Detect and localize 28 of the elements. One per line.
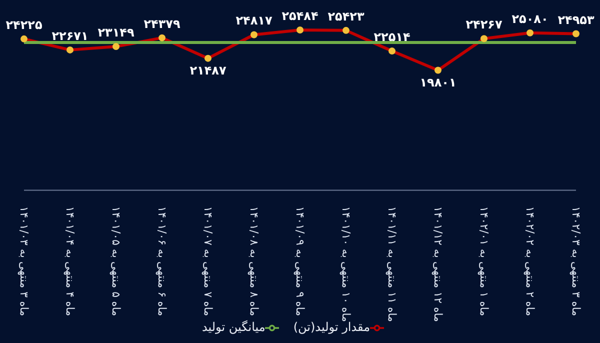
data-label: ۲۴۹۵۳: [558, 12, 595, 27]
x-tick-label: ماه ۵ منتهی به ۱۴۰۱/۰۵: [110, 206, 122, 316]
x-tick-label: ماه ۱۲ منتهی به ۱۴۰۱/۱۲: [432, 206, 444, 322]
data-label: ۲۴۳۷۹: [144, 16, 181, 31]
data-label: ۲۳۱۴۹: [98, 26, 135, 40]
data-label: ۲۲۶۷۱: [52, 28, 88, 43]
data-label: ۱۹۸۰۱: [420, 75, 456, 90]
data-label: ۲۵۰۸۰: [512, 12, 548, 26]
x-tick-label: ماه ۴ منتهی به ۱۴۰۱/۰۴: [64, 206, 76, 316]
legend-label: میانگین تولید: [202, 320, 266, 334]
x-tick-label: ماه ۱۰ منتهی به ۱۴۰۱/۱۰: [340, 206, 352, 322]
x-tick-label: ماه ۳ منتهی به ۱۴۰۱/۰۳: [18, 206, 30, 316]
x-tick-label: ماه ۱ منتهی به ۱۴۰۲/۰۱: [478, 206, 490, 316]
data-label: ۲۴۲۲۵: [6, 18, 42, 32]
data-label: ۲۵۴۸۴: [282, 9, 318, 23]
x-tick-label: ماه ۹ منتهی به ۱۴۰۱/۰۹: [294, 206, 306, 316]
legend-label: مقدار تولید(تن): [293, 320, 370, 334]
x-tick-label: ماه ۱۱ منتهی به ۱۴۰۱/۱۱: [386, 206, 398, 322]
data-label: ۲۴۸۱۷: [236, 14, 273, 28]
x-tick-label: ماه ۶ منتهی به ۱۴۰۱/۰۶: [156, 206, 168, 316]
x-tick-label: ماه ۷ منتهی به ۱۴۰۱/۰۷: [202, 206, 214, 316]
x-tick-label: ماه ۲ منتهی به ۱۴۰۲/۰۲: [524, 206, 536, 316]
data-label: ۲۲۵۱۴: [374, 30, 410, 44]
x-tick-label: ماه ۳ منتهی به ۱۴۰۲/۰۳: [570, 206, 582, 316]
x-tick-label: ماه ۸ منتهی به ۱۴۰۱/۰۸: [248, 206, 260, 316]
data-label: ۲۱۴۸۷: [190, 63, 227, 78]
data-label: ۲۴۲۶۷: [466, 18, 503, 32]
data-label: ۲۵۴۲۳: [328, 9, 365, 24]
